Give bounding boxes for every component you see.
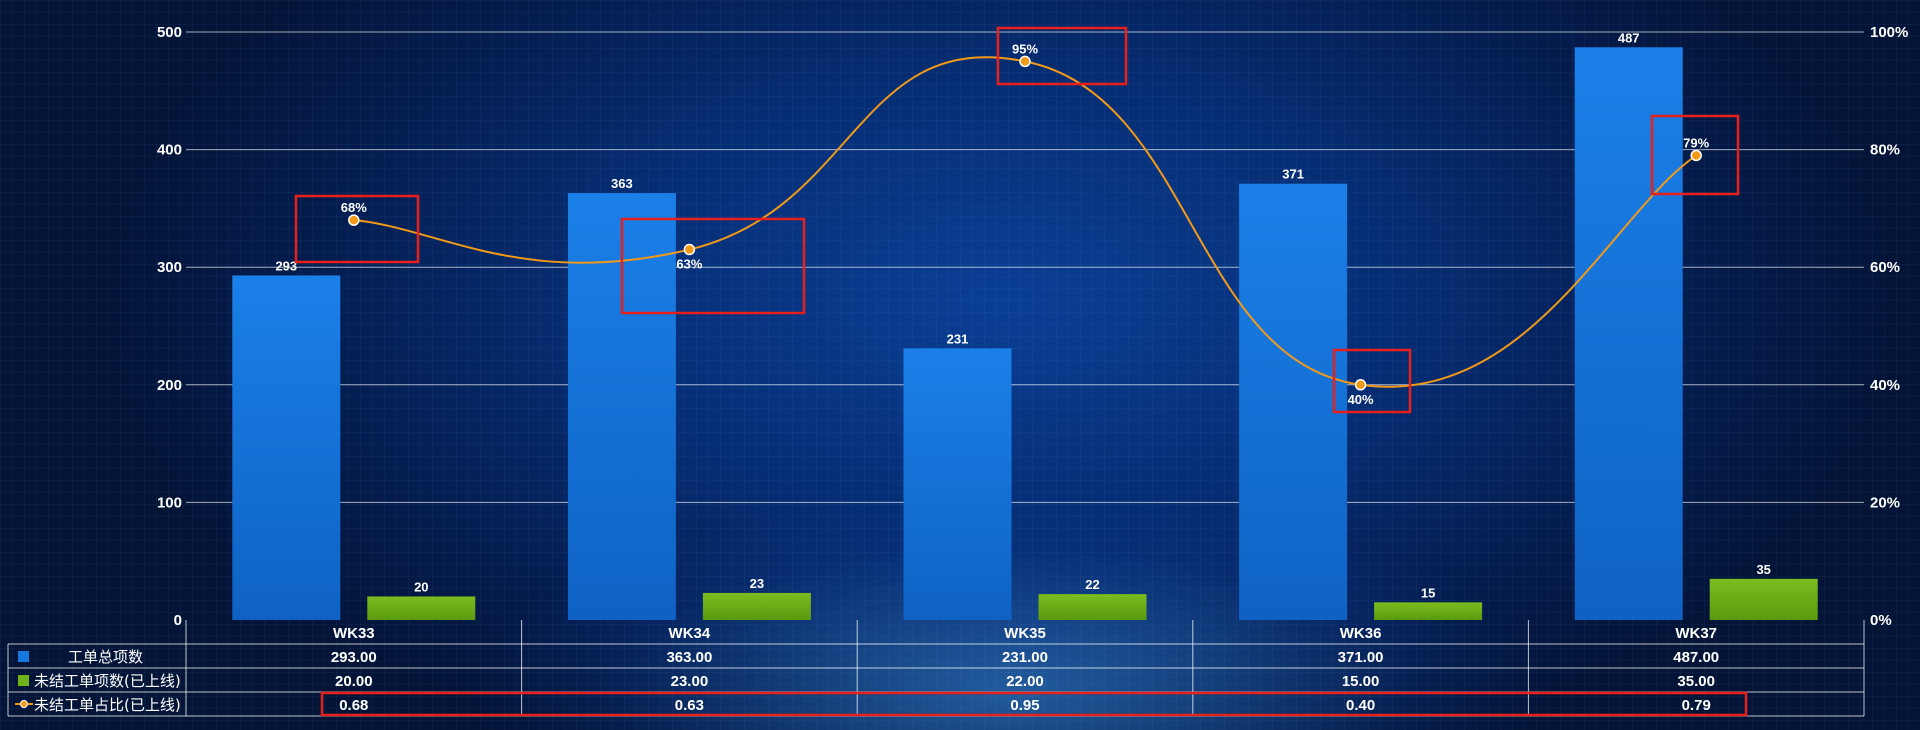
y-tick-label: 300	[157, 259, 182, 276]
table-cell: 20.00	[335, 673, 373, 690]
bar-value-label: 487	[1618, 30, 1640, 45]
table-row-label: 未结工单占比(已上线)	[34, 696, 181, 714]
x-tick-label: WK34	[669, 625, 711, 642]
table-cell: 15.00	[1342, 673, 1380, 690]
bar	[1574, 47, 1683, 620]
x-tick-label: WK36	[1340, 625, 1382, 642]
highlight-box	[1332, 348, 1412, 414]
bar-value-label: 15	[1421, 585, 1435, 600]
bar	[1709, 578, 1818, 620]
table-cell: 35.00	[1677, 673, 1715, 690]
table-row-label: 未结工单项数(已上线)	[34, 672, 181, 690]
ratio-line	[353, 56, 1697, 388]
y-tick-label: 0	[174, 612, 182, 629]
bar-value-label: 363	[611, 176, 633, 191]
x-tick-label: WK33	[333, 625, 375, 642]
y-tick-label: 200	[157, 377, 182, 394]
y2-tick-label: 60%	[1870, 259, 1900, 276]
table-cell: 0.95	[1010, 697, 1039, 714]
table-cell: 293.00	[331, 649, 377, 666]
bar-value-label: 231	[947, 331, 969, 346]
x-tick-label: WK35	[1004, 625, 1046, 642]
y2-tick-label: 40%	[1870, 377, 1900, 394]
y-tick-label: 500	[157, 24, 182, 41]
table-cell: 23.00	[671, 673, 709, 690]
highlight-box	[294, 194, 420, 264]
bar-value-label: 293	[275, 258, 297, 273]
table-cell: 22.00	[1006, 673, 1044, 690]
table-cell: 371.00	[1338, 649, 1384, 666]
table-cell: 363.00	[666, 649, 712, 666]
line-value-label: 68%	[341, 200, 367, 215]
y2-tick-label: 100%	[1870, 24, 1908, 41]
bar	[702, 592, 811, 620]
line-point	[1354, 379, 1367, 391]
highlight-box	[1650, 114, 1740, 196]
legend-swatch-dot	[20, 700, 28, 708]
bar	[367, 596, 476, 620]
legend-swatch	[18, 651, 29, 662]
table-cell: 487.00	[1673, 649, 1719, 666]
y2-tick-label: 20%	[1870, 494, 1900, 511]
line-value-label: 79%	[1683, 135, 1709, 150]
y-tick-label: 400	[157, 142, 182, 159]
bar-value-label: 23	[750, 576, 764, 591]
line-value-label: 63%	[676, 257, 702, 272]
bar-value-label: 371	[1282, 167, 1304, 182]
table-row-label: 工单总项数	[68, 648, 143, 666]
y-tick-label: 100	[157, 494, 182, 511]
y2-tick-label: 0%	[1870, 612, 1892, 629]
line-point	[683, 243, 696, 256]
ratio-row-highlight	[320, 691, 1748, 717]
bar	[1374, 602, 1483, 620]
highlight-box	[620, 217, 806, 315]
table-cell: 0.63	[675, 697, 704, 714]
line-point	[348, 214, 360, 226]
bar	[1239, 183, 1348, 621]
table-cell: 0.68	[339, 697, 368, 714]
table-cell: 0.40	[1346, 697, 1375, 714]
table-cell: 0.79	[1682, 697, 1711, 714]
y2-tick-label: 80%	[1870, 142, 1900, 159]
bar	[903, 348, 1012, 620]
table-cell: 231.00	[1002, 649, 1048, 666]
legend-swatch	[18, 675, 29, 686]
bar	[1038, 594, 1147, 620]
line-point	[1019, 55, 1031, 68]
highlight-box	[996, 26, 1128, 86]
bar-value-label: 20	[414, 579, 428, 594]
x-tick-label: WK37	[1675, 625, 1717, 642]
line-value-label: 95%	[1012, 41, 1038, 56]
bar	[232, 275, 341, 620]
bar-value-label: 35	[1756, 562, 1770, 577]
line-value-label: 40%	[1348, 392, 1374, 407]
bar-value-label: 22	[1085, 577, 1099, 592]
line-point	[1690, 149, 1702, 162]
